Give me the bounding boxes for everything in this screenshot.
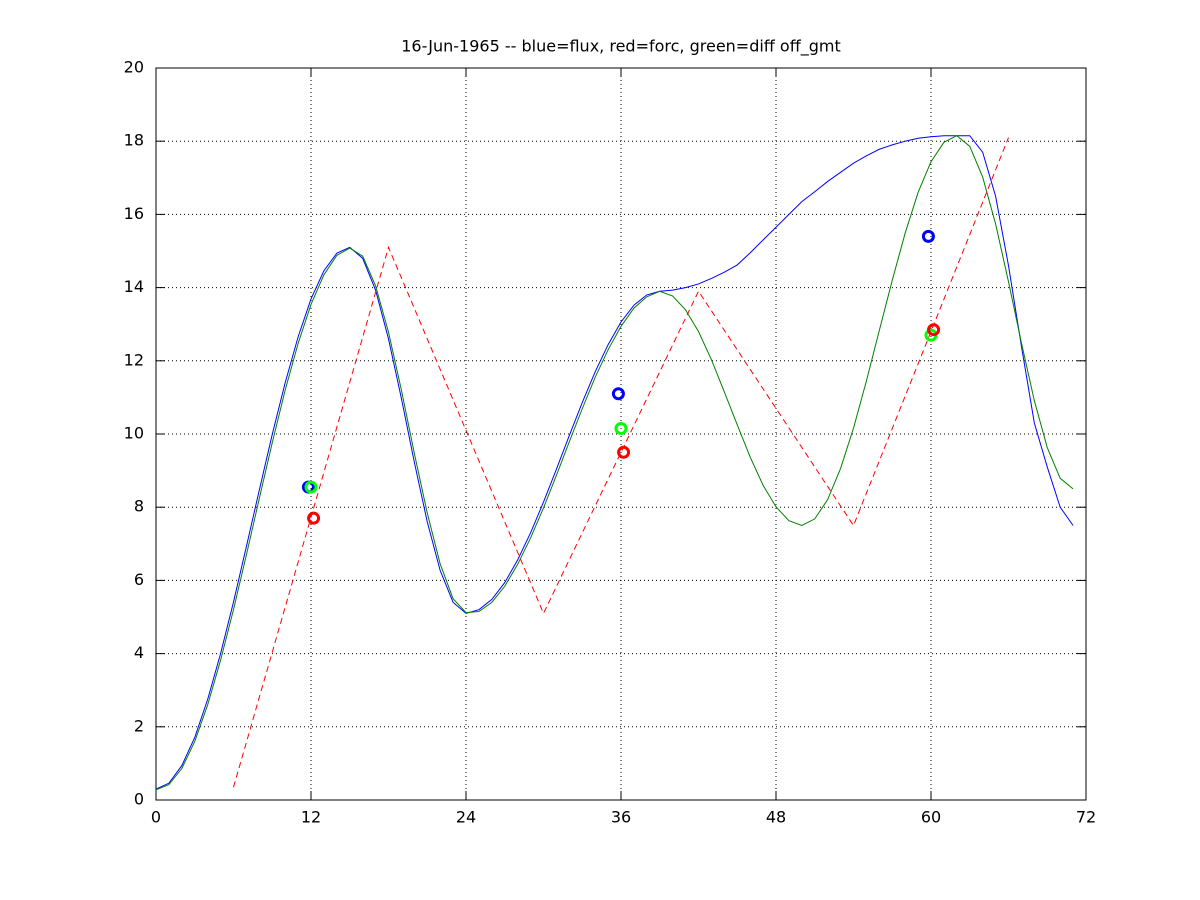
marker	[614, 422, 628, 436]
x-tick-label: 72	[1076, 808, 1096, 827]
y-tick-label: 8	[134, 497, 144, 516]
x-tick-label: 0	[151, 808, 161, 827]
x-tick-label: 12	[301, 808, 321, 827]
y-tick-label: 0	[134, 790, 144, 809]
series-line	[155, 135, 1074, 791]
marker	[927, 323, 941, 337]
x-tick-label: 48	[766, 808, 786, 827]
y-tick-label: 12	[124, 350, 144, 369]
chart-title: 16-Jun-1965 -- blue=flux, red=forc, gree…	[401, 37, 841, 57]
y-tick-label: 14	[124, 277, 144, 296]
marker	[304, 480, 318, 494]
y-tick-label: 6	[134, 570, 144, 589]
y-tick-label: 4	[134, 643, 144, 662]
axes-box	[155, 67, 1087, 801]
x-tick-label: 36	[611, 808, 631, 827]
y-tick-label: 2	[134, 716, 144, 735]
marker	[921, 229, 935, 243]
y-tick-label: 16	[124, 204, 144, 223]
y-tick-label: 18	[124, 131, 144, 150]
marker	[617, 445, 631, 459]
series-line	[155, 135, 1074, 790]
y-tick-label: 10	[124, 424, 144, 443]
marker	[611, 387, 625, 401]
marker	[307, 511, 321, 525]
y-tick-label: 20	[124, 58, 144, 77]
x-tick-label: 24	[456, 808, 476, 827]
x-tick-label: 60	[921, 808, 941, 827]
